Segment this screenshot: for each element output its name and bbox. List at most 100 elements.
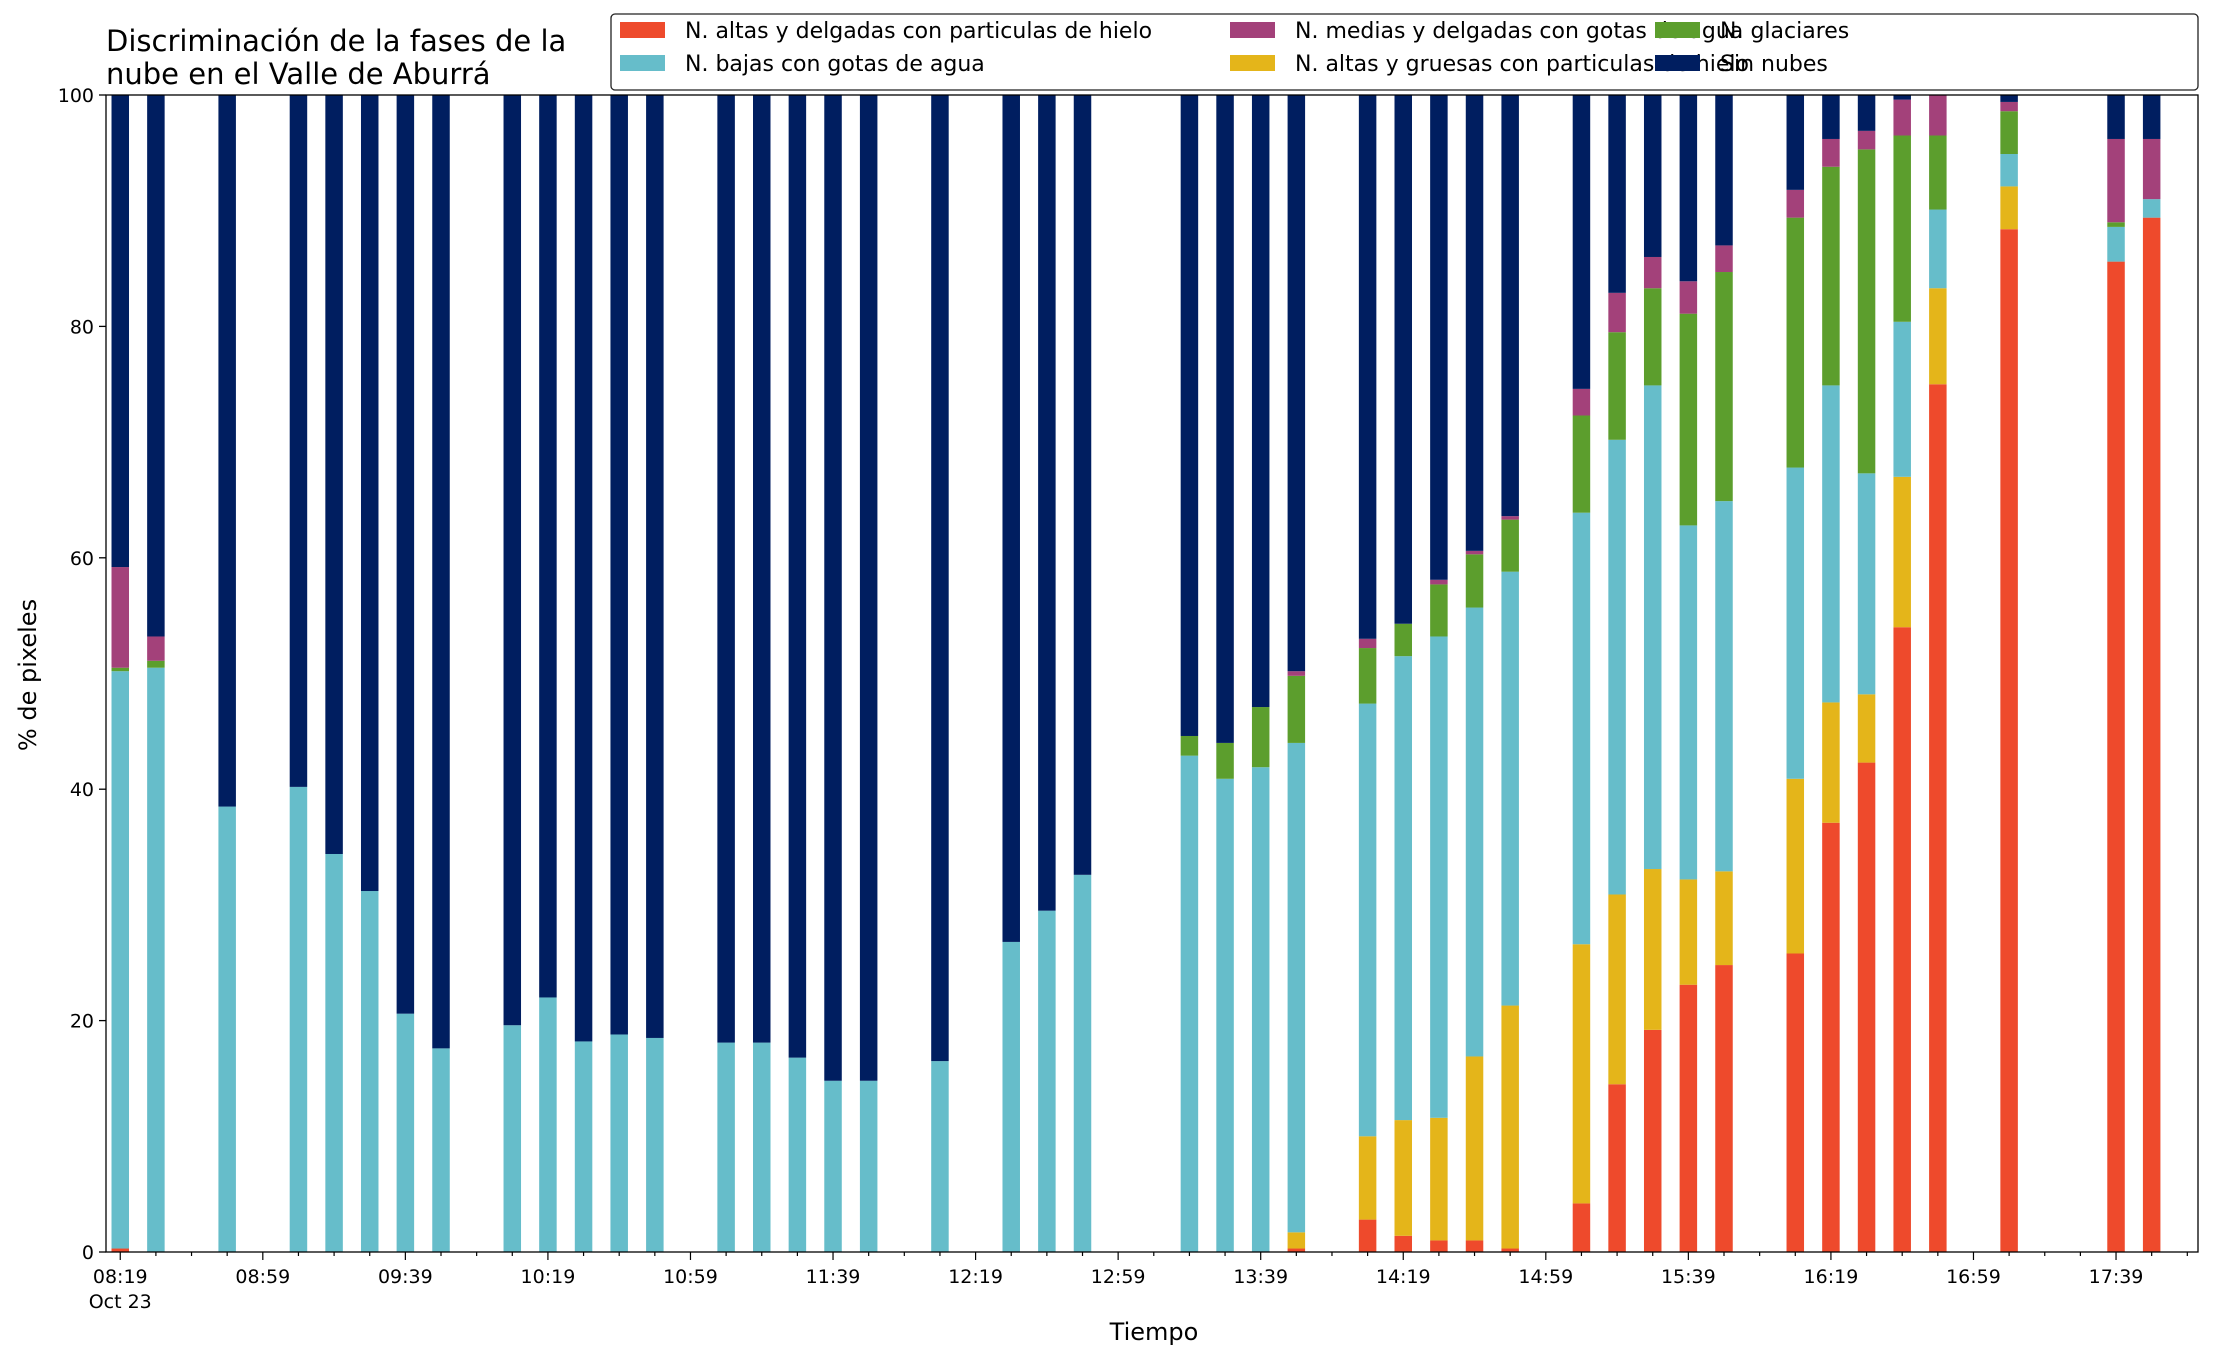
bar-segment (2142, 217, 2161, 1252)
bar-segment (788, 1057, 807, 1252)
bar-segment (1465, 554, 1484, 608)
x-tick-label: 16:59 (1946, 1266, 2001, 1288)
bar-segment (1679, 95, 1698, 282)
x-tick-label: 11:39 (806, 1266, 861, 1288)
legend-entry-label: Sin nubes (1720, 52, 1828, 77)
bar-segment (1643, 95, 1662, 257)
bar-segment (574, 1041, 593, 1252)
y-tick-label: 20 (70, 1011, 94, 1033)
y-tick-label: 40 (70, 779, 94, 801)
y-tick-label: 0 (82, 1242, 94, 1264)
bar-segment (1893, 627, 1911, 1252)
legend-swatch (1655, 55, 1700, 71)
x-tick-label: 09:39 (378, 1266, 433, 1288)
x-tick-label: 17:39 (2089, 1266, 2144, 1288)
bar-segment (1679, 879, 1698, 985)
bar-segment (610, 95, 628, 1035)
axes: 0 20 40 60 80 100 08:19 Oct 23 08:59 09:39 10:19 10… (58, 85, 2199, 1313)
legend-entry-label: N. bajas con gotas de agua (685, 52, 985, 77)
bar-segment (111, 667, 130, 672)
x-tick-label: 08:19 (93, 1266, 148, 1288)
bar-segment (1643, 1029, 1662, 1252)
bar-segment (859, 1080, 878, 1252)
bar-segment (1287, 742, 1306, 1233)
bar-segment (325, 853, 343, 1252)
x-tick-label: 12:19 (948, 1266, 1003, 1288)
bar-segment (1786, 95, 1805, 190)
bar-segment (432, 1048, 450, 1252)
bar-segment (325, 95, 343, 854)
bar-segment (1358, 1136, 1377, 1220)
bar-segment (1715, 965, 1733, 1252)
bar-segment (432, 95, 450, 1049)
bar-segment (1857, 762, 1876, 1252)
bar-segment (1358, 703, 1377, 1137)
plot-frame (105, 94, 2199, 1253)
bar-segment (1822, 138, 1840, 167)
bar-segment (1715, 501, 1733, 872)
bar-segment (2000, 111, 2018, 155)
bar-segment (360, 891, 379, 1252)
bar-segment (1608, 894, 1626, 1085)
legend-entry-label: N. altas y delgadas con particulas de hi… (685, 19, 1152, 44)
bar-segment (1857, 473, 1876, 695)
bar-segment (1358, 1219, 1377, 1252)
bar-segment (1572, 1203, 1591, 1252)
bar-segment (1893, 321, 1911, 477)
bar-segment (2000, 186, 2018, 230)
bar-segment (1893, 95, 1911, 100)
bar-segment (1430, 579, 1448, 585)
bar-segment (1679, 281, 1698, 314)
bar-segment (1643, 288, 1662, 386)
bar-segment (2107, 138, 2125, 223)
bar-segment (1786, 467, 1805, 779)
bar-segment (824, 1080, 842, 1252)
bar-segment (1287, 675, 1306, 743)
bar-segment (539, 997, 557, 1252)
bar-segment (1430, 636, 1448, 1118)
bar-segment (1929, 135, 1947, 210)
bar-segment (1608, 292, 1626, 333)
bar-segment (1572, 95, 1591, 389)
bar-segment (396, 1013, 415, 1252)
bar-segment (1822, 822, 1840, 1252)
bar-segment (859, 95, 878, 1081)
bar-segment (753, 95, 771, 1043)
bar-segment (111, 95, 130, 568)
bar-segment (1501, 95, 1519, 517)
bar-segment (111, 1248, 130, 1252)
bar-segment (1572, 512, 1591, 945)
bar-segment (1251, 707, 1270, 768)
bar-segment (824, 95, 842, 1081)
bar-segment (1715, 245, 1733, 273)
bar-segment (1679, 313, 1698, 526)
chart-title-line-1: Discriminación de la fases de la (106, 24, 566, 58)
bar-segment (1786, 778, 1805, 954)
bars (111, 95, 2161, 1252)
bar-segment (1501, 571, 1519, 1006)
bar-segment (1822, 385, 1840, 703)
bar-segment (1430, 95, 1448, 580)
bar-segment (1608, 1084, 1626, 1252)
bar-segment (1572, 415, 1591, 513)
bar-segment (1679, 984, 1698, 1252)
bar-segment (1002, 941, 1020, 1252)
x-tick-sublabel: Oct 23 (89, 1291, 152, 1313)
bar-segment (1287, 671, 1306, 676)
chart-title-line-2: nube en el Valle de Aburrá (106, 57, 491, 91)
bar-segment (1287, 95, 1306, 672)
bar-segment (1358, 638, 1377, 649)
x-tick-label: 14:19 (1376, 1266, 1431, 1288)
x-tick-label: 12:59 (1091, 1266, 1146, 1288)
bar-segment (2107, 222, 2125, 227)
bar-segment (1679, 525, 1698, 880)
bar-segment (1857, 149, 1876, 474)
bar-segment (147, 660, 165, 668)
bar-segment (147, 667, 165, 1252)
bar-segment (539, 95, 557, 998)
bar-segment (1394, 95, 1412, 624)
bar-segment (1893, 99, 1911, 136)
bar-segment (1216, 742, 1234, 779)
bar-segment (1572, 944, 1591, 1204)
